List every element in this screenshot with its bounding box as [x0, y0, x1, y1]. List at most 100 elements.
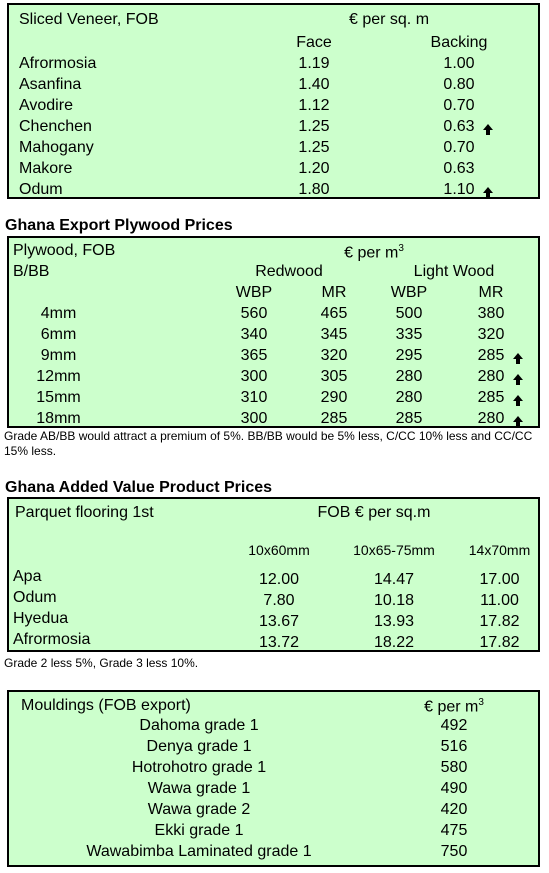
veneer-col-face: Face	[296, 34, 332, 51]
mouldings-row-name: Dahoma grade 1	[139, 717, 259, 734]
veneer-row-face: 1.25	[298, 118, 330, 135]
parquet-row-v1: 12.00	[258, 571, 300, 588]
plywood-unit: € per m3	[309, 239, 439, 263]
plywood-note: Grade AB/BB would attract a premium of 5…	[4, 429, 533, 458]
plywood-col-lw-mr: MR	[478, 284, 504, 301]
parquet-unit: FOB € per sq.m	[317, 504, 431, 521]
veneer-row-face: 1.20	[298, 160, 330, 177]
veneer-row-name: Afrormosia	[19, 55, 97, 72]
mouldings-row-value: 580	[440, 759, 468, 776]
plywood-col-rw-mr: MR	[321, 284, 347, 301]
veneer-row-name: Chenchen	[19, 118, 92, 135]
mouldings-row-value: 750	[440, 843, 468, 860]
up-arrow-icon	[483, 124, 493, 135]
up-arrow-icon	[483, 187, 493, 198]
mouldings-unit-sup: 3	[478, 697, 484, 708]
plywood-row-size: 12mm	[36, 368, 81, 385]
parquet-heading: Ghana Added Value Product Prices	[5, 479, 273, 496]
plywood-unit-base: € per m	[344, 244, 399, 262]
mouldings-row-name: Wawabimba Laminated grade 1	[86, 843, 312, 860]
parquet-row-v2: 18.22	[373, 634, 415, 651]
mouldings-row-name: Hotrohotro grade 1	[131, 759, 267, 776]
parquet-row-v3: 11.00	[480, 592, 519, 609]
veneer-row-face: 1.19	[298, 55, 330, 72]
veneer-row-backing: 0.63	[443, 118, 475, 135]
veneer-row-face: 1.80	[298, 181, 330, 198]
parquet-row-name: Hyedua	[13, 610, 69, 627]
veneer-row-backing: 1.10	[443, 181, 475, 198]
veneer-title: Sliced Veneer, FOB	[19, 11, 159, 28]
mouldings-row-value: 490	[440, 780, 468, 797]
up-arrow-icon	[513, 416, 523, 427]
parquet-row-name: Odum	[13, 589, 57, 606]
parquet-row-v1: 13.72	[258, 634, 300, 651]
plywood-row-lw-mr: 380	[477, 305, 505, 322]
plywood-row-size: 6mm	[40, 326, 77, 343]
veneer-unit: € per sq. m	[348, 11, 430, 28]
veneer-row-backing: 0.70	[443, 139, 475, 156]
up-arrow-icon	[513, 353, 523, 364]
parquet-row-v2: 10.18	[373, 592, 415, 609]
plywood-row-lw-wbp: 285	[395, 410, 423, 427]
parquet-row-v3: 17.82	[479, 634, 520, 651]
plywood-row-rw-mr: 345	[320, 326, 348, 343]
plywood-group-redwood: Redwood	[255, 263, 323, 280]
parquet-row-v3: 17.82	[479, 613, 520, 630]
parquet-row-name: Apa	[13, 568, 42, 585]
plywood-row-rw-mr: 290	[320, 389, 348, 406]
parquet-row-v3: 17.00	[479, 571, 520, 588]
mouldings-title: Mouldings (FOB export)	[21, 697, 191, 714]
parquet-title: Parquet flooring 1st	[15, 504, 154, 521]
plywood-row-lw-wbp: 335	[395, 326, 423, 343]
veneer-row-backing: 1.00	[443, 55, 475, 72]
veneer-row-backing: 0.63	[443, 160, 475, 177]
plywood-row-lw-wbp: 295	[395, 347, 423, 364]
mouldings-row-value: 475	[440, 822, 468, 839]
parquet-note: Grade 2 less 5%, Grade 3 less 10%.	[4, 656, 199, 670]
parquet-table: Parquet flooring 1st FOB € per sq.m 10x6…	[7, 497, 540, 652]
veneer-row-face: 1.25	[298, 139, 330, 156]
parquet-col1: 10x60mm	[248, 542, 310, 558]
mouldings-row-value: 492	[440, 717, 468, 734]
plywood-heading: Ghana Export Plywood Prices	[5, 217, 233, 234]
mouldings-table: Mouldings (FOB export) € per m3 Dahoma g…	[7, 690, 540, 867]
veneer-row-backing: 0.70	[443, 97, 475, 114]
plywood-grade: B/BB	[13, 263, 50, 280]
mouldings-row-name: Ekki grade 1	[154, 822, 244, 839]
plywood-row-rw-mr: 320	[320, 347, 348, 364]
plywood-row-rw-mr: 285	[320, 410, 348, 427]
plywood-row-lw-mr: 285	[477, 389, 505, 406]
parquet-row-name: Afrormosia	[13, 631, 91, 648]
plywood-row-lw-mr: 320	[477, 326, 505, 343]
plywood-row-lw-wbp: 280	[395, 389, 423, 406]
plywood-row-size: 15mm	[36, 389, 81, 406]
veneer-table: Sliced Veneer, FOB € per sq. m Face Back…	[7, 3, 540, 199]
veneer-row-backing: 0.80	[443, 76, 475, 93]
plywood-row-lw-wbp: 500	[395, 305, 423, 322]
veneer-row-name: Asanfina	[19, 76, 82, 93]
plywood-row-rw-mr: 465	[320, 305, 348, 322]
plywood-col-rw-wbp: WBP	[235, 284, 273, 301]
veneer-row-face: 1.40	[298, 76, 330, 93]
mouldings-row-name: Denya grade 1	[146, 738, 252, 755]
mouldings-row-name: Wawa grade 2	[147, 801, 251, 818]
veneer-row-name: Odum	[19, 181, 63, 198]
veneer-row-name: Makore	[19, 160, 73, 177]
parquet-col3: 14x70mm	[468, 542, 531, 558]
plywood-row-rw-wbp: 310	[240, 389, 268, 406]
plywood-row-rw-mr: 305	[320, 368, 348, 385]
parquet-col2: 10x65-75mm	[353, 542, 435, 558]
plywood-row-lw-mr: 280	[477, 368, 505, 385]
plywood-row-size: 18mm	[36, 410, 81, 427]
parquet-row-v1: 7.80	[263, 592, 295, 609]
plywood-col-lw-wbp: WBP	[390, 284, 428, 301]
plywood-row-rw-wbp: 300	[240, 368, 268, 385]
plywood-row-size: 4mm	[40, 305, 77, 322]
plywood-group-lightwood: Light Wood	[413, 263, 495, 280]
plywood-row-size: 9mm	[40, 347, 77, 364]
mouldings-unit: € per m3	[404, 693, 504, 717]
mouldings-row-value: 420	[440, 801, 468, 818]
up-arrow-icon	[513, 395, 523, 406]
parquet-row-v2: 14.47	[373, 571, 415, 588]
plywood-row-rw-wbp: 340	[240, 326, 268, 343]
